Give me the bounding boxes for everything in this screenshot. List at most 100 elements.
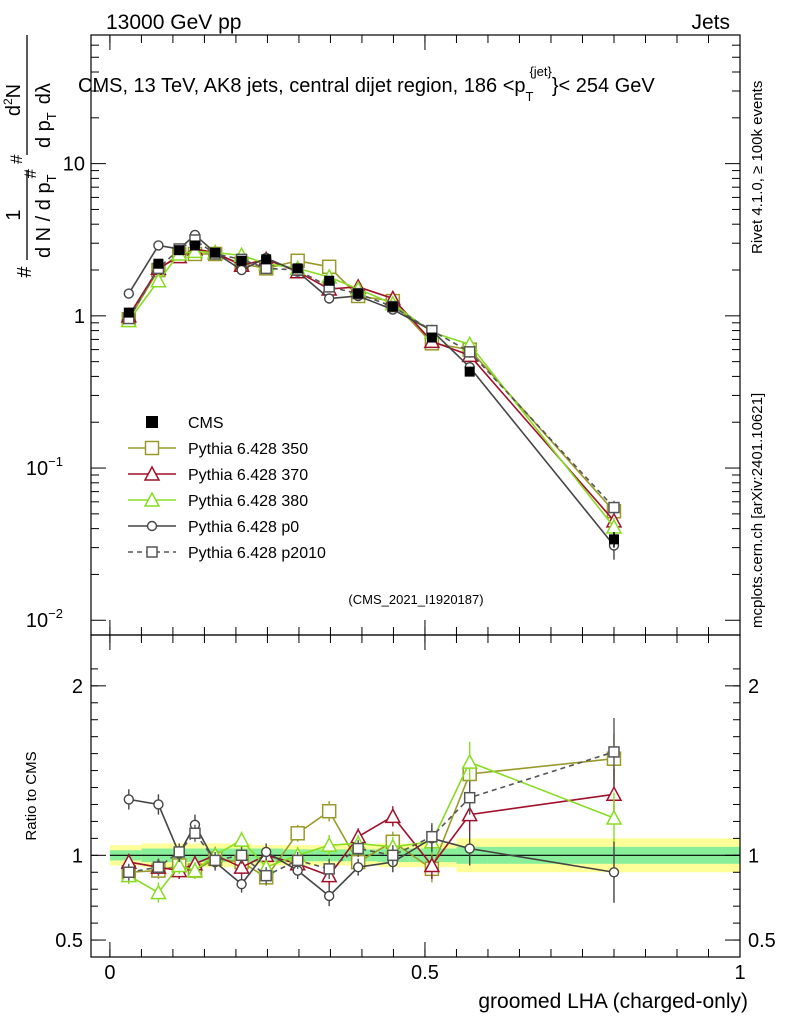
series-point [186, 242, 204, 259]
series-point [153, 240, 164, 251]
main-ytick-label: 10−1 [26, 454, 63, 480]
ratio-ytick-label-right: 2 [748, 676, 759, 698]
cms-data [123, 240, 619, 548]
cms-point [210, 247, 221, 258]
ylabel-frac2-num: d2N [1, 84, 25, 116]
cms-point [353, 288, 364, 299]
ylabel-frac2-num-b: N [3, 84, 25, 98]
ratio-point [260, 869, 272, 882]
ylabel-frac1-den-b: # [21, 168, 40, 178]
series-line [128, 239, 615, 509]
legend-label: Pythia 6.428 p2010 [188, 545, 326, 562]
legend-marker [143, 491, 161, 507]
ratio-ytick-label: 2 [72, 676, 83, 698]
cms-point [189, 240, 200, 251]
ratio-ytick-label: 0.5 [55, 930, 83, 952]
ratio-ytick-label-right: 1 [748, 845, 759, 867]
cms-point [174, 245, 185, 256]
legend-entry-1: Pythia 6.428 370 [128, 465, 308, 484]
ratio-point [352, 861, 364, 873]
cms-point [426, 332, 437, 343]
legend-label: CMS [188, 415, 224, 432]
legend-entry-cms: CMS [146, 415, 224, 432]
cms-point [236, 255, 247, 266]
ratio-ylabel: Ratio to CMS [23, 751, 40, 840]
ratio-point [321, 804, 337, 819]
ratio-ytick-label-right: 0.5 [748, 930, 776, 952]
cms-point [261, 254, 272, 265]
ylabel-frac1-num: 1 [3, 209, 25, 220]
ratio-point [608, 746, 620, 758]
ratio-point [186, 861, 204, 878]
legend-entry-0: Pythia 6.428 350 [128, 440, 308, 458]
chart-title-sup: {jet} [529, 64, 552, 79]
main-ylabel: # 1 d N / d pT# d2N d pTdλ # [1, 35, 59, 278]
ratio-point [170, 856, 188, 873]
xtick-label: 0 [104, 962, 115, 984]
ylabel-frac2-num-sup: 2 [1, 98, 15, 105]
main-ytick-exp: −1 [48, 454, 63, 469]
cms-point [292, 263, 303, 274]
series-point [608, 501, 620, 514]
rivet-label: Rivet 4.1.0, ≥ 100k events [749, 81, 766, 254]
ratio-point [173, 846, 185, 858]
legend-marker [146, 416, 158, 428]
ratio-point [423, 856, 441, 873]
ratio-point [189, 827, 201, 840]
main-ytick-exp: −2 [48, 606, 63, 621]
series-point [463, 346, 476, 358]
main-series [120, 229, 623, 560]
series-point [236, 264, 247, 276]
ratio-point [236, 878, 247, 890]
ratio-point [233, 831, 250, 847]
ylabel-frac2-den-a: d p [33, 120, 55, 148]
cms-point [387, 301, 398, 312]
ratio-point [608, 867, 620, 878]
cms-point [324, 275, 335, 286]
ratio-point [153, 799, 164, 810]
xtick-label: 0.5 [411, 962, 439, 984]
ratio-point [290, 826, 305, 841]
ratio-point [320, 836, 338, 852]
ylabel-frac2-den: d pTdλ [33, 83, 59, 148]
ylabel-hash: # [7, 154, 26, 164]
ylabel-frac2-num-a: d [3, 105, 25, 116]
header-right: Jets [691, 11, 730, 34]
legend-entry-4: Pythia 6.428 p2010 [128, 545, 326, 562]
legend-label: Pythia 6.428 370 [188, 467, 308, 484]
ratio-point [235, 849, 248, 862]
ylabel-frac1-den-sub: T [44, 174, 59, 182]
main-ytick-base: 10 [26, 458, 48, 480]
series-point [150, 272, 167, 288]
legend-entry-3: Pythia 6.428 p0 [128, 519, 299, 536]
legend-label: Pythia 6.428 350 [188, 441, 308, 458]
mcplots-label: mcplots.cern.ch [arXiv:2401.10621] [749, 393, 766, 628]
legend-label: Pythia 6.428 p0 [188, 519, 299, 536]
chart-title-main: CMS, 13 TeV, AK8 jets, central dijet reg… [78, 75, 526, 97]
ratio-plot-frame [90, 634, 741, 958]
main-ytick-label: 10−2 [26, 606, 63, 632]
legend-entry-2: Pythia 6.428 380 [128, 491, 308, 510]
main-ytick-label: 1 [74, 306, 85, 328]
ratio-point [150, 884, 167, 900]
series-3 [123, 229, 620, 560]
analysis-tag: (CMS_2021_I1920187) [348, 592, 483, 607]
ratio-point [387, 849, 399, 862]
series-line [128, 250, 615, 528]
ylabel-frac1-den-a: d N / d p [33, 182, 55, 258]
chart-title-sub: T [526, 89, 534, 104]
ratio-point [464, 843, 475, 854]
legend-marker [146, 546, 158, 558]
cms-point [464, 366, 475, 377]
ratio-point [323, 890, 335, 902]
ratio-point [123, 794, 135, 805]
legend-marker [144, 440, 160, 456]
chart-title: CMS, 13 TeV, AK8 jets, central dijet reg… [78, 64, 655, 104]
ratio-point [384, 807, 402, 824]
series-point [323, 293, 335, 304]
cms-point [608, 534, 619, 545]
x-axis-label: groomed LHA (charged-only) [478, 990, 748, 1013]
ratio-point [463, 791, 476, 804]
